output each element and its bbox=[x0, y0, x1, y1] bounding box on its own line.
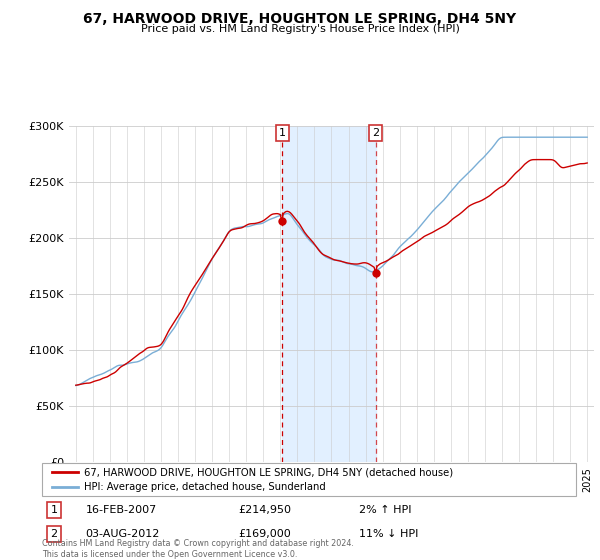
Text: 2: 2 bbox=[372, 128, 379, 138]
Text: 2% ↑ HPI: 2% ↑ HPI bbox=[359, 505, 411, 515]
Text: HPI: Average price, detached house, Sunderland: HPI: Average price, detached house, Sund… bbox=[83, 482, 325, 492]
Bar bbox=[283, 126, 376, 462]
Text: 1: 1 bbox=[279, 128, 286, 138]
Text: 67, HARWOOD DRIVE, HOUGHTON LE SPRING, DH4 5NY: 67, HARWOOD DRIVE, HOUGHTON LE SPRING, D… bbox=[83, 12, 517, 26]
Text: 16-FEB-2007: 16-FEB-2007 bbox=[86, 505, 157, 515]
Text: 03-AUG-2012: 03-AUG-2012 bbox=[86, 529, 160, 539]
Text: 67, HARWOOD DRIVE, HOUGHTON LE SPRING, DH4 5NY (detached house): 67, HARWOOD DRIVE, HOUGHTON LE SPRING, D… bbox=[83, 467, 453, 477]
Text: 11% ↓ HPI: 11% ↓ HPI bbox=[359, 529, 418, 539]
Text: 2: 2 bbox=[50, 529, 58, 539]
Text: £214,950: £214,950 bbox=[239, 505, 292, 515]
Text: £169,000: £169,000 bbox=[239, 529, 292, 539]
Text: Contains HM Land Registry data © Crown copyright and database right 2024.
This d: Contains HM Land Registry data © Crown c… bbox=[42, 539, 354, 559]
Text: Price paid vs. HM Land Registry's House Price Index (HPI): Price paid vs. HM Land Registry's House … bbox=[140, 24, 460, 34]
Text: 1: 1 bbox=[50, 505, 58, 515]
